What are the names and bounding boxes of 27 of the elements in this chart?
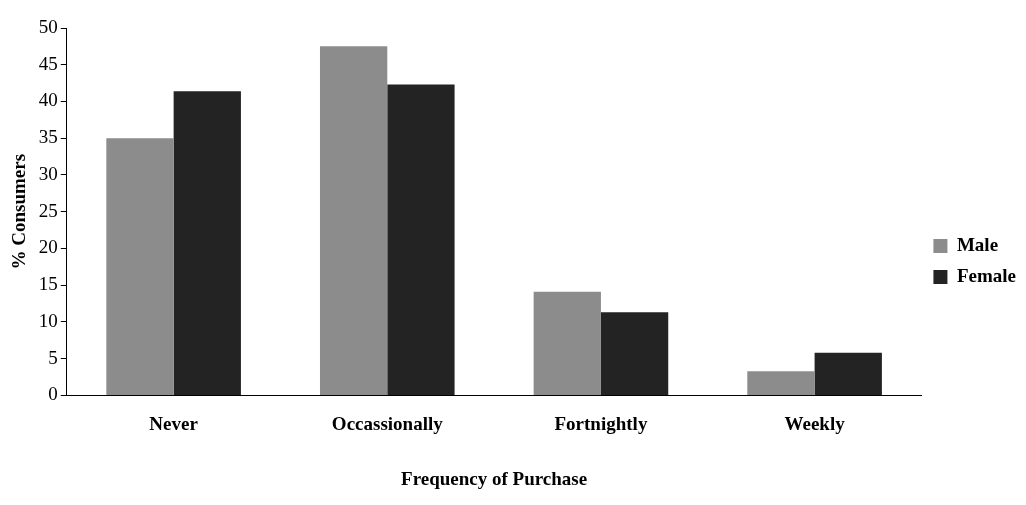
y-tick-label: 45	[38, 52, 58, 74]
y-axis-title: % Consumers	[8, 153, 30, 270]
bar	[319, 46, 388, 395]
x-tick-label: Occassionally	[331, 412, 444, 434]
y-tick-label: 0	[48, 383, 58, 405]
bar	[173, 91, 241, 395]
legend-label: Male	[956, 233, 999, 255]
y-tick-label: 50	[38, 15, 58, 37]
bar	[533, 291, 601, 395]
bar	[387, 84, 455, 395]
y-tick-label: 5	[48, 346, 58, 368]
bar	[814, 352, 882, 395]
bar	[600, 312, 669, 395]
y-tick-label: 25	[38, 199, 58, 221]
y-tick-label: 20	[38, 236, 58, 258]
y-tick-label: 30	[38, 162, 58, 184]
bar	[106, 138, 174, 395]
bar	[747, 371, 815, 395]
y-tick-label: 15	[38, 273, 58, 295]
y-tick-label: 40	[38, 89, 58, 111]
y-tick-label: 35	[38, 126, 58, 148]
x-axis-title: Frequency of Purchase	[401, 467, 588, 489]
x-tick-label: Fortnightly	[554, 412, 648, 434]
x-tick-label: Weekly	[784, 412, 846, 434]
y-tick-label: 10	[38, 309, 58, 331]
legend-label: Female	[956, 264, 1016, 286]
x-tick-label: Never	[149, 412, 199, 434]
